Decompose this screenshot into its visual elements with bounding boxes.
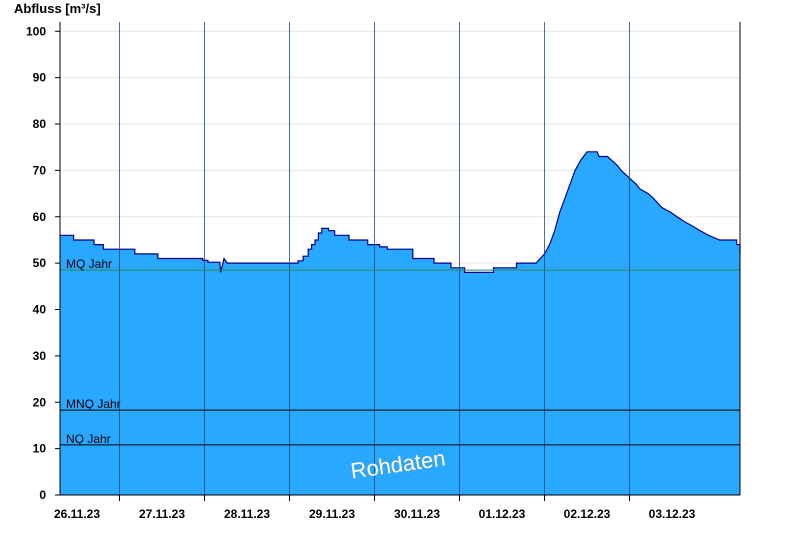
x-tick-label: 30.11.23 bbox=[394, 507, 440, 521]
y-axis-label: Abfluss [m³/s] bbox=[14, 1, 101, 16]
x-axis-ticks: 26.11.23 27.11.23 28.11.23 29.11.23 30.11.23… bbox=[54, 495, 696, 521]
y-tick-label: 80 bbox=[33, 117, 47, 131]
reference-line-label: MNQ Jahr bbox=[66, 397, 121, 411]
y-tick-label: 30 bbox=[33, 349, 47, 363]
x-tick-label: 02.12.23 bbox=[564, 507, 611, 521]
y-tick-label: 100 bbox=[26, 24, 46, 38]
reference-lines: MQ Jahr MNQ Jahr NQ Jahr bbox=[60, 257, 740, 446]
y-tick-label: 20 bbox=[33, 395, 47, 409]
y-tick-label: 50 bbox=[33, 256, 47, 270]
y-tick-label: 90 bbox=[33, 71, 47, 85]
x-tick-label: 26.11.23 bbox=[54, 507, 100, 521]
day-separators bbox=[119, 22, 630, 495]
x-tick-label: 29.11.23 bbox=[309, 507, 355, 521]
discharge-line bbox=[60, 151, 741, 273]
discharge-area bbox=[60, 151, 740, 496]
x-tick-label: 27.11.23 bbox=[139, 507, 185, 521]
y-tick-label: 10 bbox=[33, 442, 47, 456]
reference-line-label: MQ Jahr bbox=[66, 257, 112, 271]
x-tick-label: 01.12.23 bbox=[479, 507, 526, 521]
y-tick-label: 40 bbox=[33, 303, 47, 317]
y-axis-ticks: 0 10 20 30 40 50 60 70 80 90 100 bbox=[26, 24, 60, 502]
reference-line-label: NQ Jahr bbox=[66, 432, 111, 446]
axes bbox=[59, 22, 741, 496]
x-tick-label: 28.11.23 bbox=[224, 507, 270, 521]
y-tick-label: 70 bbox=[33, 163, 47, 177]
y-tick-label: 0 bbox=[39, 488, 46, 502]
y-tick-label: 60 bbox=[33, 210, 47, 224]
x-tick-label: 03.12.23 bbox=[649, 507, 696, 521]
